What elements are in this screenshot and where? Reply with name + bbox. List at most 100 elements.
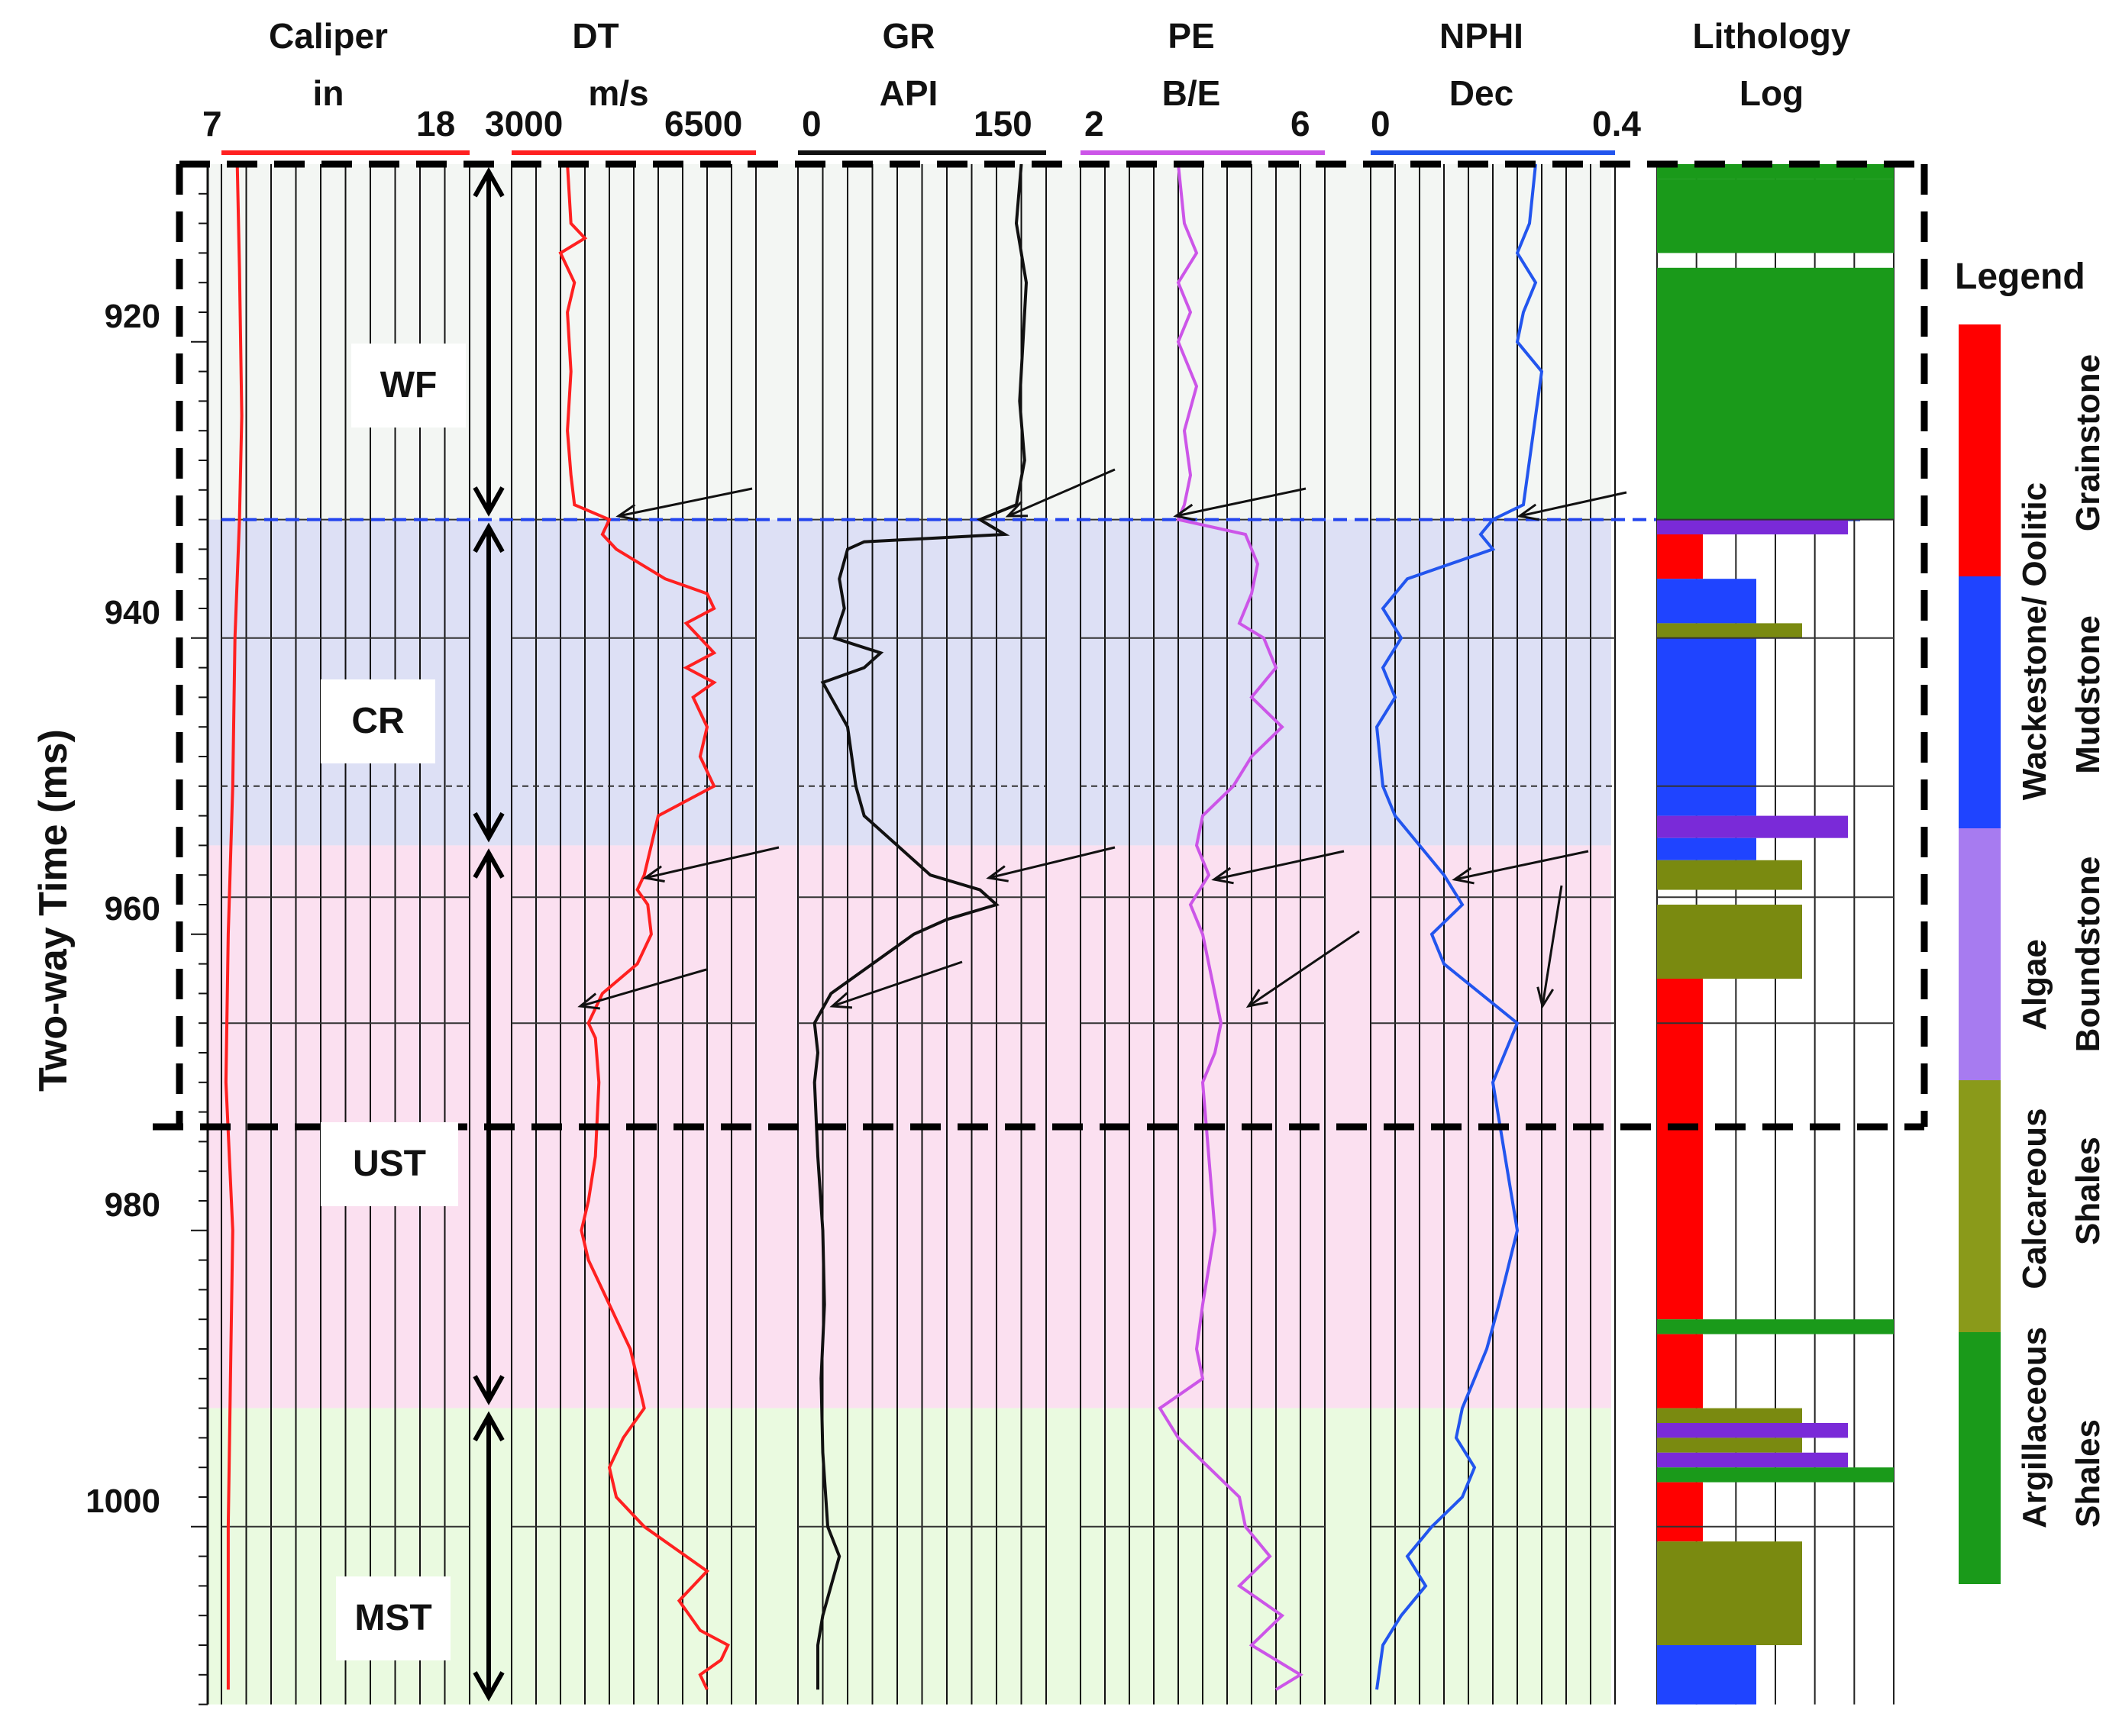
pointer-arrowhead-4 bbox=[642, 865, 665, 883]
legend-label-algae-2: Boundstone bbox=[2069, 856, 2107, 1053]
legend-label-mudstone: Mudstone bbox=[2069, 615, 2107, 774]
lithology-block-21 bbox=[1657, 1541, 1802, 1571]
log-curve-dt bbox=[558, 163, 731, 1691]
pointer-arrowhead-1 bbox=[1005, 501, 1029, 518]
log-curve-nphi bbox=[1374, 163, 1544, 1690]
zone-label-wf: WF bbox=[351, 344, 466, 428]
zone-arrowhead-bottom-1 bbox=[473, 812, 505, 843]
zone-arrowhead-top-3 bbox=[473, 1411, 505, 1442]
gr-scale-min: 0 bbox=[802, 104, 822, 144]
caliper-scale-max: 18 bbox=[416, 104, 456, 144]
lithology-block-0 bbox=[1657, 164, 1894, 179]
legend-swatch-1 bbox=[1959, 576, 2001, 828]
gr-header-name: GR bbox=[882, 16, 935, 56]
pointer-arrow-1 bbox=[1007, 468, 1116, 518]
pointer-arrow-6 bbox=[1213, 850, 1345, 881]
pe-scale-max: 6 bbox=[1290, 104, 1310, 144]
y-tick-920: 920 bbox=[104, 298, 160, 335]
legend-label-argillaceous-2: Shales bbox=[2069, 1419, 2107, 1528]
legend-label-calcareous-1: Calcareous bbox=[2016, 1108, 2053, 1289]
y-tick-1000: 1000 bbox=[86, 1483, 160, 1520]
zone-arrowhead-bottom-0 bbox=[473, 486, 505, 517]
pointer-arrow-3 bbox=[1519, 491, 1627, 518]
log-curve-pe bbox=[1158, 163, 1303, 1691]
lithology-block-10 bbox=[1657, 860, 1802, 890]
legend-label-calcareous-2: Shales bbox=[2069, 1137, 2107, 1245]
lithology-block-16 bbox=[1657, 1423, 1848, 1438]
y-tick-980: 980 bbox=[104, 1186, 160, 1224]
pointer-arrowhead-5 bbox=[986, 865, 1009, 883]
lithology-block-22 bbox=[1657, 1571, 1802, 1645]
nphi-header-name: NPHI bbox=[1439, 16, 1523, 56]
caliper-header-name: Caliper bbox=[269, 16, 388, 56]
legend-label-grainstone-1: Wackestone/ Oolitic bbox=[2016, 482, 2053, 801]
dt-header-name: DT bbox=[572, 16, 619, 56]
lithology-block-1 bbox=[1657, 179, 1894, 253]
pointer-arrowhead-9 bbox=[829, 992, 853, 1009]
gr-scale-max: 150 bbox=[974, 104, 1032, 144]
nphi-scale-max: 0.4 bbox=[1592, 104, 1641, 144]
lithology-header-1: Lithology bbox=[1692, 16, 1851, 56]
lithology-block-15 bbox=[1657, 1408, 1802, 1423]
pe-header-name: PE bbox=[1168, 16, 1215, 56]
legend-swatch-2 bbox=[1959, 828, 2001, 1080]
zone-arrowhead-bottom-3 bbox=[473, 1671, 505, 1702]
zone-arrowhead-top-2 bbox=[473, 848, 505, 879]
pointer-arrow-10 bbox=[1248, 930, 1360, 1008]
pointer-arrow-7 bbox=[1454, 850, 1589, 881]
lithology-block-19 bbox=[1657, 1467, 1894, 1483]
lithology-block-5 bbox=[1657, 579, 1756, 624]
lithology-block-13 bbox=[1657, 1319, 1894, 1334]
lithology-block-11 bbox=[1657, 905, 1802, 979]
pointer-arrow-5 bbox=[988, 846, 1116, 879]
pointer-arrowhead-11 bbox=[1536, 986, 1555, 1009]
lithology-block-20 bbox=[1657, 1482, 1703, 1542]
zone-arrowhead-top-1 bbox=[473, 522, 505, 553]
nphi-scale-min: 0 bbox=[1371, 104, 1391, 144]
zone-label-ust: UST bbox=[321, 1122, 458, 1206]
zone-arrowhead-top-0 bbox=[473, 166, 505, 198]
dt-header-unit: m/s bbox=[588, 73, 649, 113]
lithology-block-7 bbox=[1657, 637, 1756, 816]
legend-swatch-0 bbox=[1959, 324, 2001, 576]
legend-label-grainstone-2: Grainstone bbox=[2069, 353, 2107, 532]
pointer-arrow-4 bbox=[644, 846, 780, 879]
zone-label-mst: MST bbox=[336, 1576, 451, 1660]
lithology-block-23 bbox=[1657, 1645, 1756, 1705]
lithology-block-8 bbox=[1657, 815, 1848, 838]
y-tick-940: 940 bbox=[104, 594, 160, 631]
dt-scale-min: 3000 bbox=[485, 104, 564, 144]
zone-label-cr: CR bbox=[321, 679, 435, 763]
legend-label-algae-1: Algae bbox=[2016, 939, 2053, 1031]
lithology-block-6 bbox=[1657, 623, 1802, 638]
zone-band-1 bbox=[208, 519, 1611, 846]
lithology-block-3 bbox=[1657, 519, 1848, 534]
pointer-arrow-9 bbox=[832, 960, 963, 1008]
zone-band-0 bbox=[208, 164, 1611, 520]
pe-header-unit: B/E bbox=[1161, 73, 1221, 113]
caliper-scale-min: 7 bbox=[202, 104, 222, 144]
lithology-block-12 bbox=[1657, 979, 1703, 1320]
lithology-block-17 bbox=[1657, 1438, 1802, 1453]
caliper-header-unit: in bbox=[312, 73, 344, 113]
pointer-arrow-2 bbox=[1175, 487, 1307, 518]
pe-scale-min: 2 bbox=[1084, 104, 1104, 144]
log-curve-caliper bbox=[224, 163, 244, 1690]
lithology-block-9 bbox=[1657, 837, 1756, 860]
pointer-arrowhead-6 bbox=[1211, 866, 1234, 885]
lithology-block-14 bbox=[1657, 1334, 1703, 1408]
dt-scale-max: 6500 bbox=[664, 104, 743, 144]
y-tick-960: 960 bbox=[104, 890, 160, 928]
log-curve-gr bbox=[812, 163, 1029, 1690]
lithology-block-18 bbox=[1657, 1452, 1848, 1468]
pointer-arrowhead-10 bbox=[1245, 989, 1268, 1008]
legend-title: Legend bbox=[1955, 257, 2085, 297]
pointer-arrow-0 bbox=[618, 487, 753, 518]
pointer-arrow-8 bbox=[580, 968, 707, 1008]
pointer-arrowhead-7 bbox=[1452, 866, 1475, 885]
pointer-arrowhead-2 bbox=[1173, 503, 1196, 521]
legend-swatch-4 bbox=[1959, 1332, 2001, 1584]
pointer-arrowhead-0 bbox=[615, 504, 638, 521]
